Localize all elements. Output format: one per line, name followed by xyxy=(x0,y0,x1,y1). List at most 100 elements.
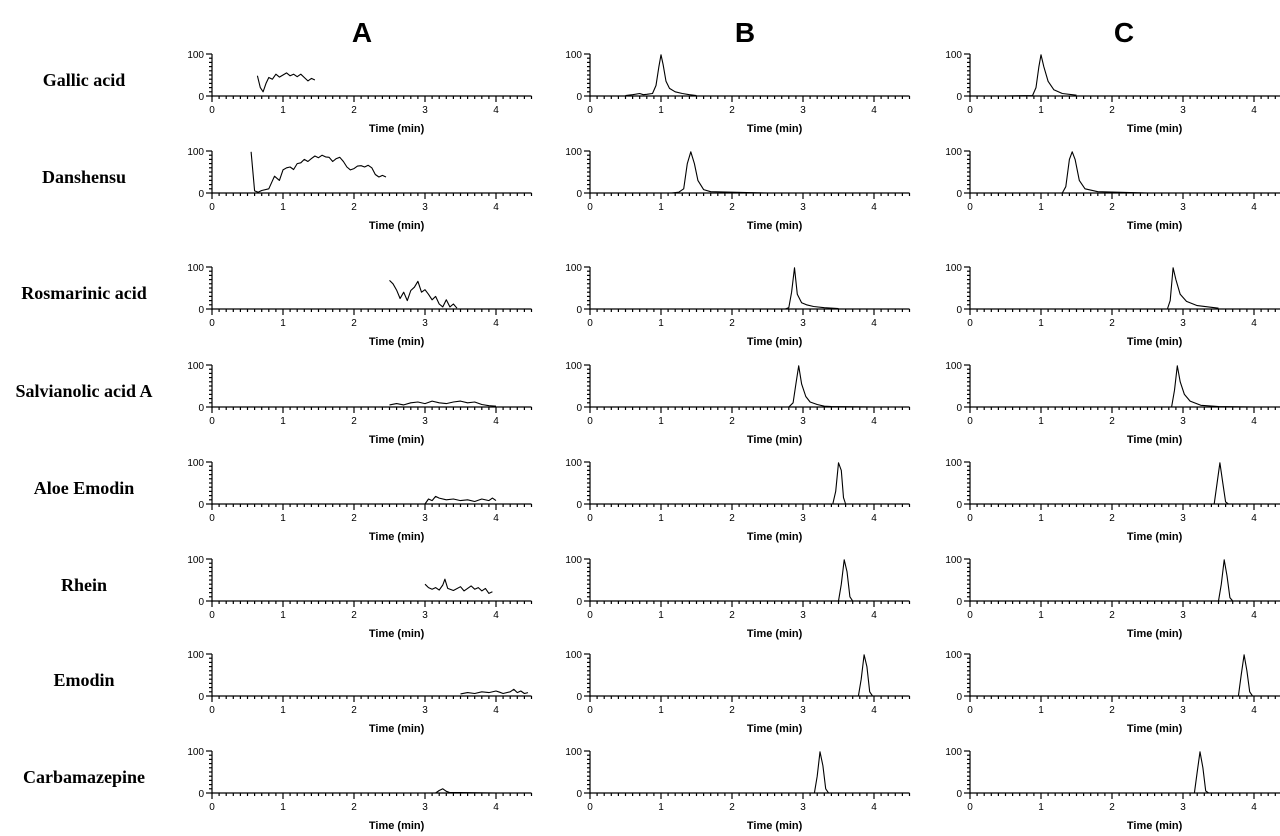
x-axis-title: Time (min) xyxy=(1127,220,1183,232)
x-axis-title: Time (min) xyxy=(1127,336,1183,348)
x-tick-label: 1 xyxy=(658,513,664,524)
y-tick-label: 100 xyxy=(945,361,962,372)
y-tick-label: 0 xyxy=(198,92,204,103)
x-axis-title: Time (min) xyxy=(747,434,803,446)
x-axis-title: Time (min) xyxy=(747,123,803,135)
x-axis-title: Time (min) xyxy=(747,336,803,348)
y-tick-label: 0 xyxy=(956,305,962,316)
y-tick-label: 100 xyxy=(565,458,582,469)
x-tick-label: 3 xyxy=(422,705,428,716)
x-tick-label: 4 xyxy=(493,705,499,716)
x-axis-title: Time (min) xyxy=(1127,820,1183,832)
chromatogram-trace xyxy=(1183,559,1254,602)
compound-label: Rhein xyxy=(61,575,107,595)
panel-c-3: 0 1 2 3 4 0 100 Time (min) xyxy=(945,263,1280,348)
x-tick-label: 3 xyxy=(1180,513,1186,524)
x-tick-label: 3 xyxy=(800,802,806,813)
compound-label: Salvianolic acid A xyxy=(15,381,152,401)
x-tick-label: 2 xyxy=(1109,610,1115,621)
x-axis-title: Time (min) xyxy=(369,531,425,543)
x-tick-label: 4 xyxy=(1251,513,1257,524)
chromatogram-trace xyxy=(424,578,493,594)
y-tick-label: 100 xyxy=(187,50,204,61)
y-tick-label: 100 xyxy=(945,147,962,158)
x-tick-label: 3 xyxy=(422,513,428,524)
chromatogram-trace xyxy=(1147,267,1219,310)
x-tick-label: 0 xyxy=(587,416,593,427)
x-tick-label: 1 xyxy=(658,318,664,329)
x-tick-label: 2 xyxy=(1109,416,1115,427)
x-tick-label: 2 xyxy=(729,318,735,329)
y-tick-label: 100 xyxy=(187,747,204,758)
y-tick-label: 0 xyxy=(576,789,582,800)
y-tick-label: 0 xyxy=(576,92,582,103)
x-tick-label: 3 xyxy=(1180,416,1186,427)
x-tick-label: 2 xyxy=(729,513,735,524)
x-tick-label: 1 xyxy=(280,202,286,213)
x-tick-label: 0 xyxy=(967,202,973,213)
x-tick-label: 2 xyxy=(729,802,735,813)
x-tick-label: 2 xyxy=(729,416,735,427)
x-tick-label: 3 xyxy=(800,610,806,621)
y-tick-label: 0 xyxy=(576,305,582,316)
y-tick-label: 100 xyxy=(945,263,962,274)
x-tick-label: 4 xyxy=(1251,202,1257,213)
y-tick-label: 0 xyxy=(198,692,204,703)
x-tick-label: 2 xyxy=(351,705,357,716)
panel-b-1: 0 1 2 3 4 0 100 Time (min) xyxy=(565,50,911,135)
x-axis-title: Time (min) xyxy=(369,434,425,446)
x-tick-label: 1 xyxy=(1038,802,1044,813)
x-tick-label: 1 xyxy=(1038,610,1044,621)
y-tick-label: 100 xyxy=(945,555,962,566)
y-tick-label: 0 xyxy=(576,500,582,511)
chromatogram-trace xyxy=(838,654,910,697)
x-axis-title: Time (min) xyxy=(369,628,425,640)
x-tick-label: 3 xyxy=(800,416,806,427)
panel-a-2: 0 1 2 3 4 0 100 Time (min) xyxy=(187,147,533,232)
x-tick-label: 1 xyxy=(658,802,664,813)
y-tick-label: 100 xyxy=(187,555,204,566)
y-tick-label: 100 xyxy=(187,263,204,274)
chromatogram-trace xyxy=(424,495,497,505)
y-tick-label: 100 xyxy=(565,50,582,61)
x-tick-label: 4 xyxy=(871,318,877,329)
compound-label: Rosmarinic acid xyxy=(21,283,147,303)
x-tick-label: 4 xyxy=(1251,610,1257,621)
column-header-a: A xyxy=(352,17,372,48)
x-tick-label: 1 xyxy=(1038,416,1044,427)
panel-a-1: 0 1 2 3 4 0 100 Time (min) xyxy=(187,50,533,135)
x-tick-label: 3 xyxy=(800,705,806,716)
y-tick-label: 0 xyxy=(198,403,204,414)
y-tick-label: 100 xyxy=(945,650,962,661)
chromatogram-trace xyxy=(1005,151,1148,194)
x-tick-label: 3 xyxy=(422,416,428,427)
x-tick-label: 0 xyxy=(587,610,593,621)
x-tick-label: 4 xyxy=(493,610,499,621)
x-tick-label: 2 xyxy=(351,610,357,621)
x-axis-title: Time (min) xyxy=(369,123,425,135)
panel-a-5: 0 1 2 3 4 0 100 Time (min) xyxy=(187,458,533,543)
panel-c-7: 0 1 2 3 4 0 100 Time (min) xyxy=(945,650,1280,735)
panel-a-4: 0 1 2 3 4 0 100 Time (min) xyxy=(187,361,533,446)
chromatogram-trace xyxy=(1218,654,1280,697)
x-tick-label: 2 xyxy=(1109,513,1115,524)
panel-a-8: 0 1 2 3 4 0 100 Time (min) xyxy=(187,747,533,832)
x-tick-label: 4 xyxy=(493,105,499,116)
chromatogram-trace xyxy=(1005,54,1077,97)
x-tick-label: 0 xyxy=(967,318,973,329)
chromatogram-trace xyxy=(767,267,839,310)
x-tick-label: 1 xyxy=(280,416,286,427)
x-tick-label: 0 xyxy=(587,318,593,329)
panel-c-1: 0 1 2 3 4 0 100 Time (min) xyxy=(945,50,1280,135)
x-tick-label: 4 xyxy=(1251,105,1257,116)
x-tick-label: 1 xyxy=(658,416,664,427)
y-tick-label: 0 xyxy=(576,692,582,703)
x-tick-label: 1 xyxy=(280,705,286,716)
x-tick-label: 2 xyxy=(1109,318,1115,329)
x-tick-label: 1 xyxy=(280,318,286,329)
x-axis-title: Time (min) xyxy=(747,628,803,640)
x-tick-label: 0 xyxy=(967,705,973,716)
y-tick-label: 0 xyxy=(198,597,204,608)
x-axis-title: Time (min) xyxy=(747,820,803,832)
